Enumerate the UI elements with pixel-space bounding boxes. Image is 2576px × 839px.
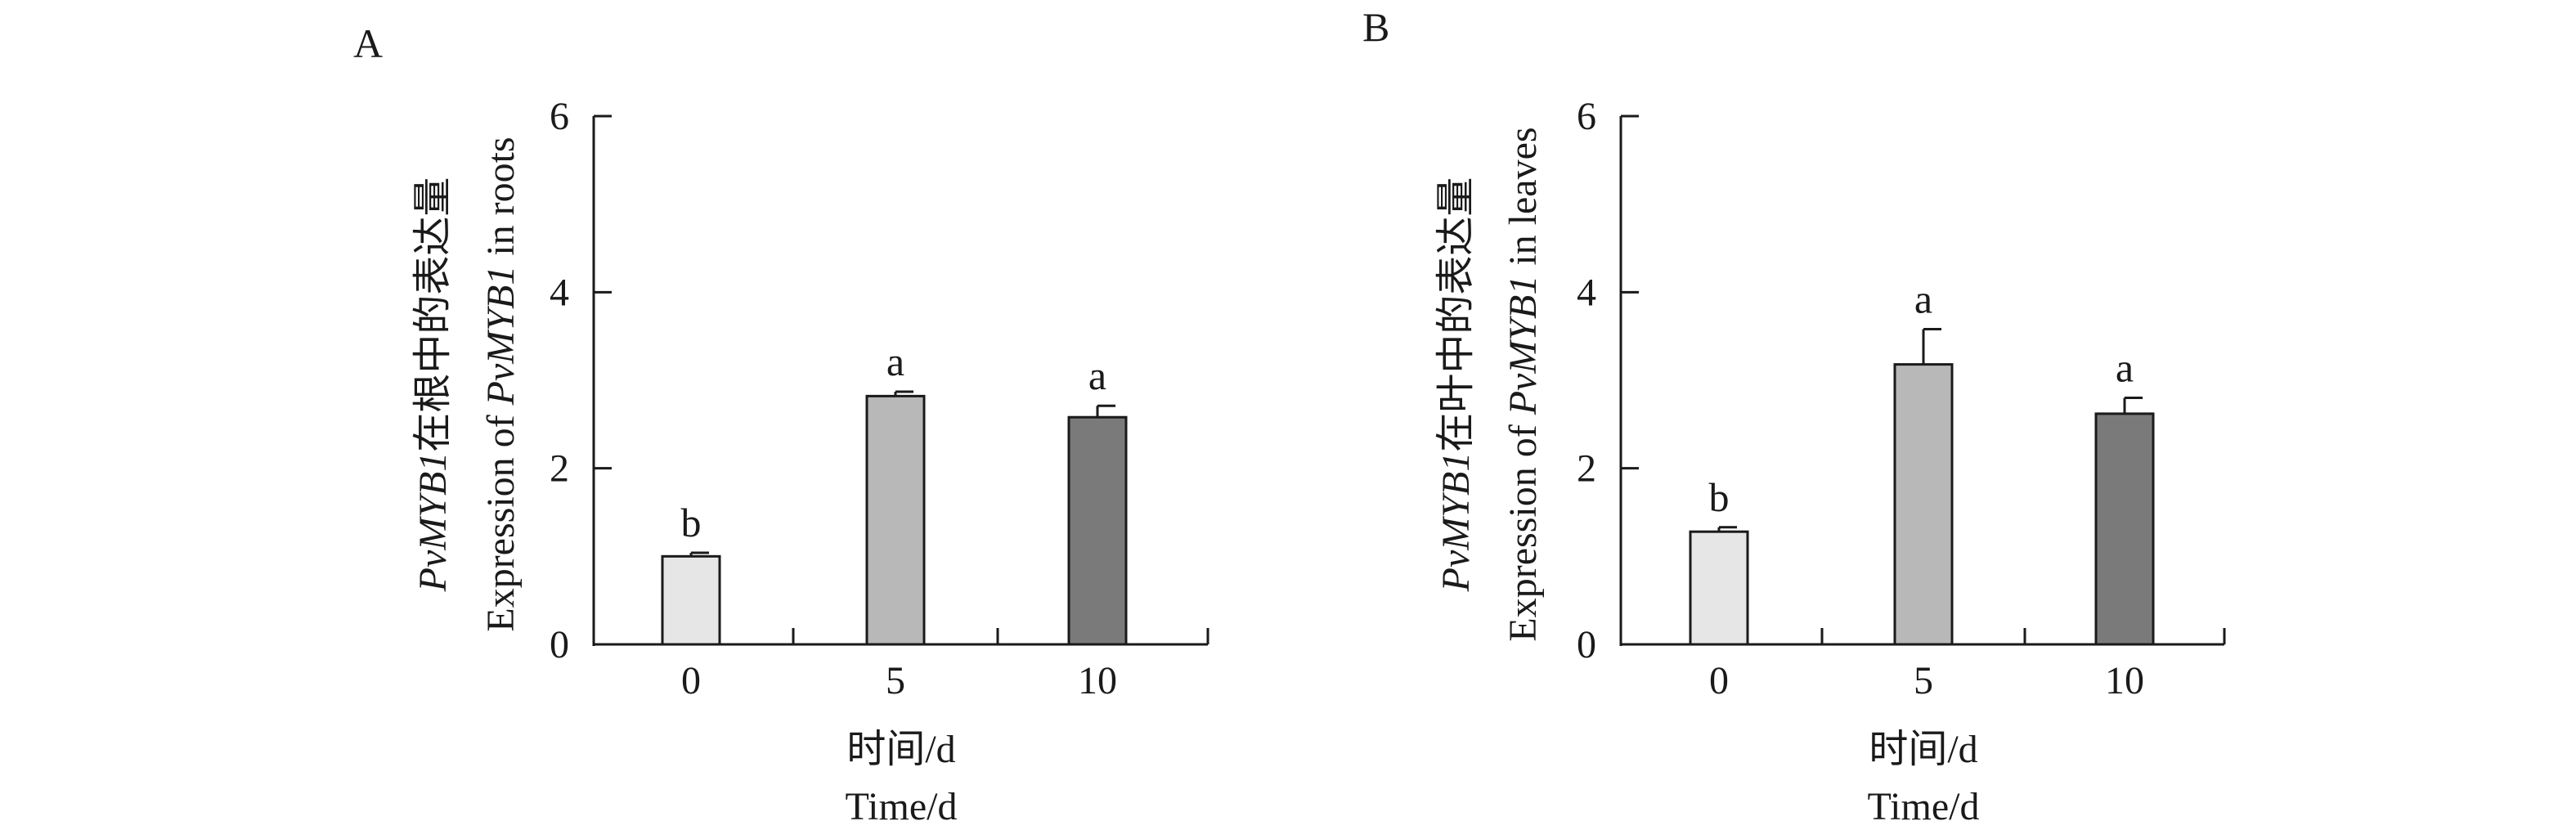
panel-b-y-tick-label: 0 [1577, 623, 1596, 666]
panel-b-significance-label: a [1914, 276, 1932, 322]
panel-b-y-tick-label: 4 [1577, 271, 1596, 314]
panel-a-y-title: PvMYB1在根中的表达量 [411, 177, 455, 593]
panel-b-bar-10 [2094, 412, 2155, 646]
panel-a-x-title-cn: 时间/d [846, 728, 955, 771]
panel-b-y-title-en-wrap: Expression of PvMYB1 in leaves [1501, 127, 1545, 641]
panel-b-y-title-cn: PvMYB1在叶中的表达量 [1434, 177, 1478, 593]
panel-b-x-title-en: Time/d [1868, 785, 1980, 828]
panel-b-x-ticks: 0 5 10 [1709, 628, 2226, 702]
panel-a: A PvMYB1在根中的表达量 Expression of PvMYB1 in … [353, 20, 1209, 828]
panel-b-y-tick-label: 6 [1577, 95, 1596, 138]
panel-a-bar-0 [661, 554, 721, 646]
panel-a-label: A [353, 20, 383, 66]
panel-b-significance-label: a [2116, 345, 2134, 391]
panel-a-significance-label: b [681, 500, 702, 545]
panel-b-x-tick-label: 5 [1914, 659, 1933, 702]
panel-a-bar-5 [865, 394, 926, 646]
panel-a-y-tick-label: 6 [550, 95, 569, 138]
panel-a-y-tick-label: 0 [550, 623, 569, 666]
panel-a-y-title-en-wrap: Expression of PvMYB1 in roots [479, 137, 523, 631]
panel-a-y-title-cn: PvMYB1在根中的表达量 [411, 177, 455, 593]
panel-b-bar-0 [1689, 530, 1749, 646]
panel-a-x-tick-label: 5 [886, 659, 905, 702]
panel-b-significance-label: b [1709, 474, 1730, 520]
panel-b-bar-5 [1893, 363, 1954, 646]
panel-a-bar-10 [1067, 415, 1128, 646]
panel-b-y-title: PvMYB1在叶中的表达量 [1434, 177, 1478, 593]
panel-a-significance-label: a [886, 339, 904, 384]
panel-a-significance-label: a [1088, 352, 1106, 398]
panel-b-y-ticks: 0 2 4 6 [1577, 95, 1639, 666]
panel-b-y-title-en: Expression of PvMYB1 in leaves [1501, 127, 1545, 641]
panel-b-y-tick-label: 2 [1577, 447, 1596, 491]
panel-a-y-title-en: Expression of PvMYB1 in roots [479, 137, 523, 631]
panel-a-y-tick-label: 2 [550, 447, 569, 491]
panel-a-x-title-en: Time/d [846, 785, 958, 828]
panel-a-y-tick-label: 4 [550, 271, 569, 314]
panel-b-x-title-cn: 时间/d [1869, 728, 1977, 771]
panel-a-y-ticks: 0 2 4 6 [550, 95, 612, 666]
panel-a-x-tick-label: 0 [681, 659, 701, 702]
panel-a-x-ticks: 0 5 10 [681, 628, 1209, 702]
panel-b: B PvMYB1在叶中的表达量 Expression of PvMYB1 in … [1362, 4, 2226, 828]
panel-a-bars: b a a [661, 339, 1128, 646]
panel-b-x-tick-label: 0 [1709, 659, 1729, 702]
panel-b-bars: b a a [1689, 276, 2155, 646]
panel-b-label: B [1362, 4, 1389, 50]
panel-a-x-tick-label: 10 [1078, 659, 1117, 702]
panel-b-x-tick-label: 10 [2105, 659, 2144, 702]
